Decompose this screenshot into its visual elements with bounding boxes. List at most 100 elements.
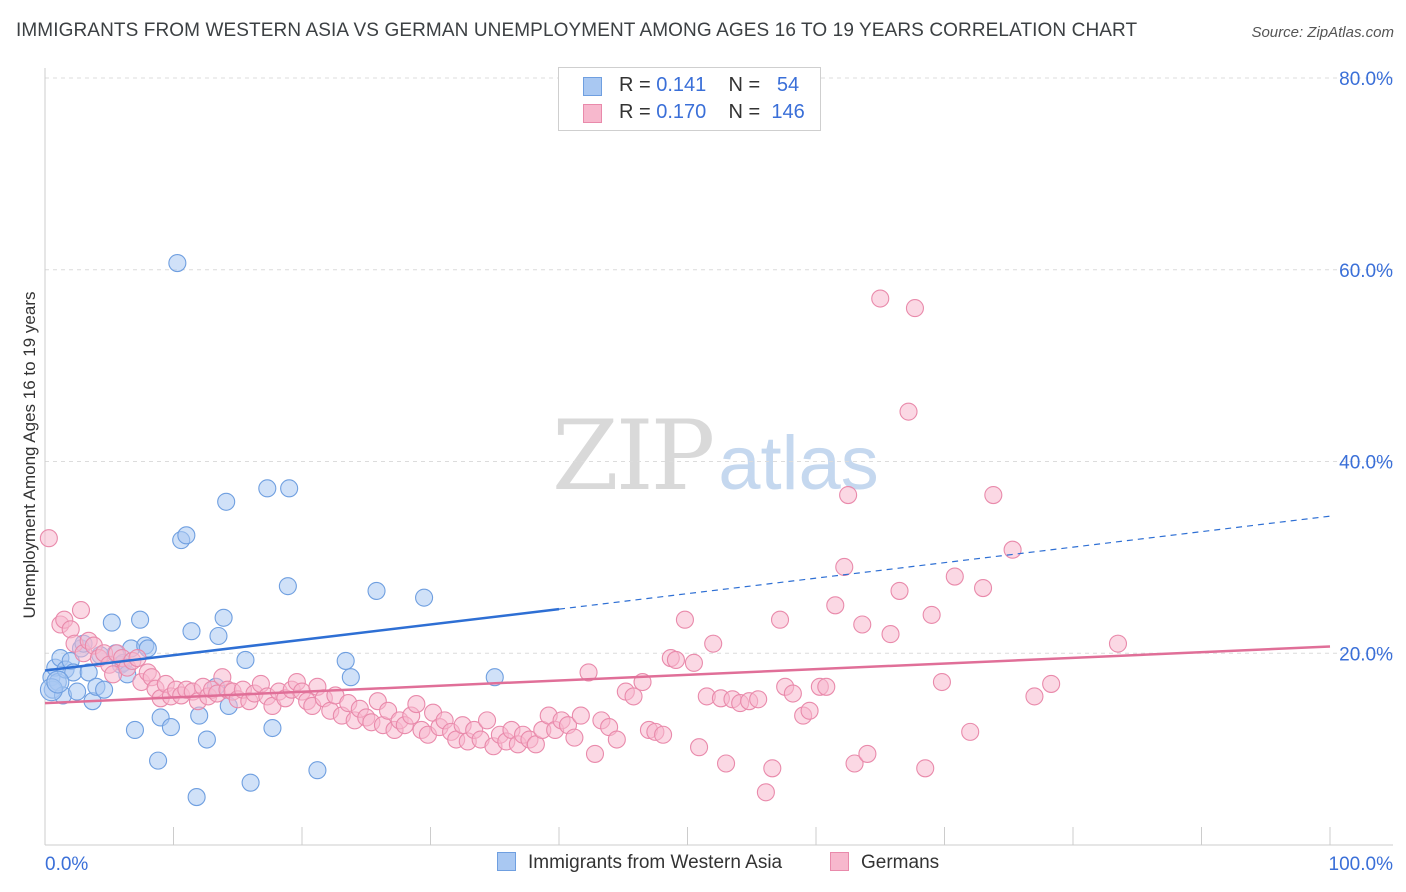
point-western-asia [209,626,228,646]
point-western-asia [280,479,299,498]
n-label: N = [728,74,761,96]
y-tick-label: 40.0% [1339,453,1393,474]
watermark: ZIPatlas [552,400,879,512]
point-western-asia [131,610,150,629]
bottom-legend-germans: Germans [830,852,939,878]
point-germans [675,610,694,629]
point-germans [749,690,768,709]
point-germans [932,672,951,692]
point-germans [565,728,584,747]
point-germans [783,684,802,703]
n-value: 146 [771,101,805,123]
point-germans [800,701,819,720]
point-western-asia [102,613,121,632]
point-germans [666,650,685,670]
point-germans [607,730,626,749]
point-western-asia [341,668,360,687]
point-germans [71,601,91,620]
n-value: 54 [776,74,800,96]
point-germans [585,744,605,763]
point-western-asia [485,668,504,687]
point-germans [39,529,58,548]
point-germans [571,706,590,725]
point-germans [690,738,709,757]
bottom-legend-western-asia: Immigrants from Western Asia [497,852,782,878]
point-western-asia [161,718,180,737]
point-western-asia [182,622,201,641]
point-germans [624,687,643,706]
point-germans [763,759,782,778]
bottom-legend-label: Immigrants from Western Asia [528,852,783,873]
point-western-asia [79,663,98,682]
point-western-asia [263,718,282,738]
source-label: Source: ZipAtlas.com [1251,24,1394,41]
trend-lines [44,515,1331,705]
point-western-asia [336,651,355,670]
point-germans [1003,540,1022,559]
point-western-asia [46,670,70,694]
point-germans [973,579,993,598]
point-germans [835,557,854,577]
point-western-asia [308,761,327,780]
point-germans [839,486,858,505]
stats-legend: R = 0.141 N = 54 R = 0.170 N = 146 [558,67,821,131]
point-western-asia [278,577,297,596]
point-western-asia [241,773,260,792]
point-germans [379,701,398,720]
bottom-legend-swatch-blue [497,852,516,871]
point-germans [945,567,964,586]
point-germans [881,625,900,644]
point-germans [716,754,736,773]
tick-labels: 20.0% 40.0% 60.0% 80.0% 0.0% 100.0% Unemployme… [20,69,1393,875]
trend-line-germans [44,645,1331,705]
point-germans [916,759,935,778]
n-label: N = [728,101,761,123]
point-germans [477,711,497,730]
point-western-asia [197,730,216,749]
point-germans [961,722,980,741]
point-germans [684,653,703,672]
point-western-asia [95,680,114,699]
point-germans [770,610,790,629]
point-germans [579,663,598,682]
trend-line-western-asia [44,607,560,672]
point-germans [1108,634,1128,653]
r-value: 0.141 [656,74,707,96]
y-tick-label: 60.0% [1339,261,1393,282]
watermark-zip: ZIP [552,400,715,512]
point-western-asia [236,650,255,670]
point-western-asia [214,608,233,627]
point-western-asia [367,581,386,600]
point-germans [817,677,836,696]
point-western-asia [217,492,236,511]
point-germans [756,783,775,802]
trend-line-western-asia-extension [558,515,1331,610]
r-label: R = [619,101,651,123]
legend-swatch-pink [583,104,602,123]
x-tick-label: 0.0% [45,854,88,875]
point-germans [1042,674,1061,693]
point-western-asia [125,720,144,740]
point-germans [905,299,924,318]
point-western-asia [187,788,206,807]
point-germans [871,289,890,308]
point-germans [654,725,673,744]
bottom-legend-label: Germans [861,852,940,873]
point-germans [407,695,426,714]
grid [45,77,1393,654]
point-germans [890,581,909,600]
y-tick-label: 80.0% [1339,69,1393,90]
point-western-asia [149,751,168,770]
point-germans [922,605,941,624]
chart-title: IMMIGRANTS FROM WESTERN ASIA VS GERMAN U… [16,20,1138,41]
point-germans [826,596,845,615]
point-western-asia [68,682,87,701]
axes [44,68,1393,846]
point-germans [845,754,864,773]
y-axis-title: Unemployment Among Ages 16 to 19 years [20,292,39,619]
point-western-asia [415,588,434,607]
x-tick-label: 100.0% [1329,854,1394,875]
point-germans [984,486,1003,505]
point-western-asia [177,526,196,545]
r-value: 0.170 [656,101,707,123]
